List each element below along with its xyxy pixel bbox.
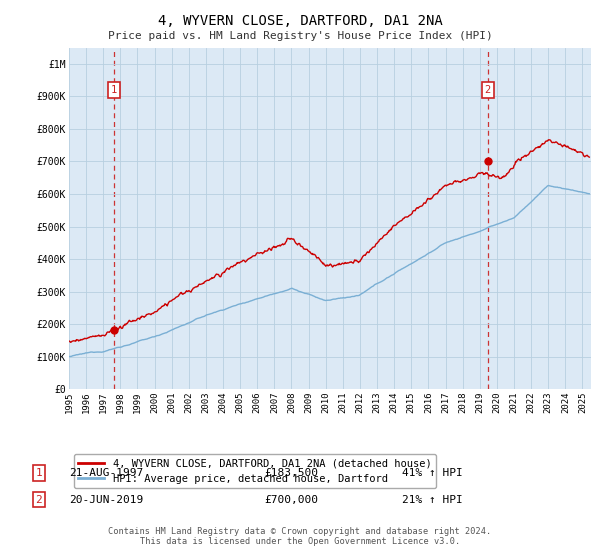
- Text: 4, WYVERN CLOSE, DARTFORD, DA1 2NA: 4, WYVERN CLOSE, DARTFORD, DA1 2NA: [158, 14, 442, 28]
- Text: 21% ↑ HPI: 21% ↑ HPI: [402, 494, 463, 505]
- Text: 20-JUN-2019: 20-JUN-2019: [69, 494, 143, 505]
- Text: 21-AUG-1997: 21-AUG-1997: [69, 468, 143, 478]
- Text: £183,500: £183,500: [264, 468, 318, 478]
- Text: 1: 1: [111, 85, 118, 95]
- Text: 1: 1: [35, 468, 43, 478]
- Legend: 4, WYVERN CLOSE, DARTFORD, DA1 2NA (detached house), HPI: Average price, detache: 4, WYVERN CLOSE, DARTFORD, DA1 2NA (deta…: [74, 454, 436, 488]
- Text: 2: 2: [485, 85, 491, 95]
- Text: 41% ↑ HPI: 41% ↑ HPI: [402, 468, 463, 478]
- Text: Contains HM Land Registry data © Crown copyright and database right 2024.
This d: Contains HM Land Registry data © Crown c…: [109, 526, 491, 546]
- Text: £700,000: £700,000: [264, 494, 318, 505]
- Text: Price paid vs. HM Land Registry's House Price Index (HPI): Price paid vs. HM Land Registry's House …: [107, 31, 493, 41]
- Text: 2: 2: [35, 494, 43, 505]
